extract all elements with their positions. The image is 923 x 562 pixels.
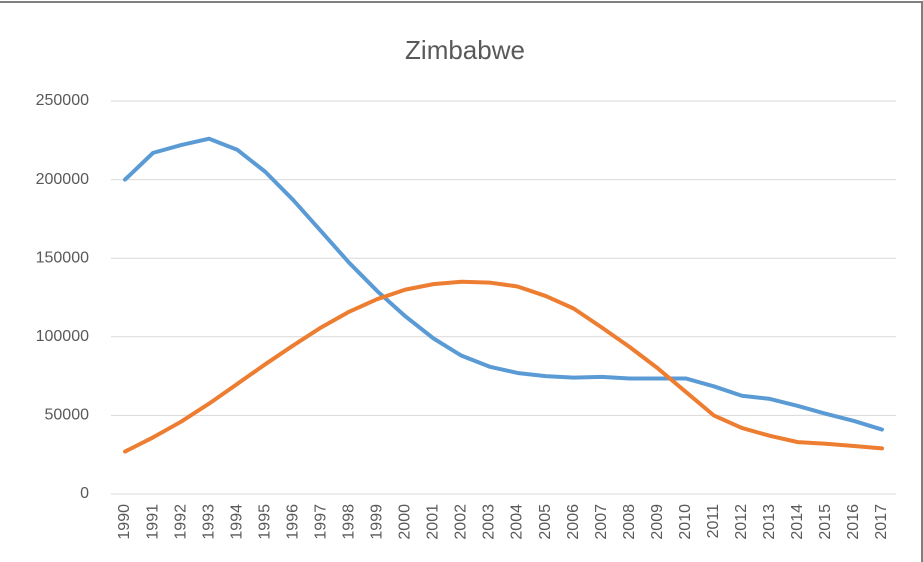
x-tick-label: 2001	[425, 504, 442, 540]
x-tick-label: 2004	[509, 504, 526, 540]
x-tick-label: 2012	[733, 504, 750, 540]
x-tick-label: 2009	[649, 504, 666, 540]
x-tick-label: 1995	[256, 504, 273, 540]
x-tick-label: 2005	[537, 504, 554, 540]
x-tick-label: 2010	[677, 504, 694, 540]
y-tick-label: 200000	[36, 171, 89, 188]
x-tick-label: 1994	[228, 504, 245, 540]
line-series	[123, 136, 884, 432]
x-tick-label: 2002	[453, 504, 470, 540]
x-tick-label: 1990	[116, 504, 133, 540]
y-tick-label: 0	[80, 485, 89, 502]
x-tick-label: 2007	[593, 504, 610, 540]
y-tick-label: 150000	[36, 249, 89, 266]
x-tick-label: 1996	[284, 504, 301, 540]
x-tick-label: 2003	[481, 504, 498, 540]
x-tick-label: 2015	[817, 504, 834, 540]
x-tick-label: 2016	[845, 504, 862, 540]
x-tick-label: 2017	[873, 504, 890, 540]
y-tick-label: 50000	[45, 407, 90, 424]
x-tick-label: 2014	[789, 504, 806, 540]
x-tick-label: 1992	[172, 504, 189, 540]
x-tick-label: 1999	[369, 504, 386, 540]
x-tick-label: 2011	[705, 504, 722, 539]
x-tick-label: 2000	[397, 504, 414, 540]
x-tick-label: 1993	[200, 504, 217, 540]
x-tick-label: 2006	[565, 504, 582, 540]
y-tick-label: 100000	[36, 328, 89, 345]
y-tick-label: 250000	[36, 92, 89, 109]
x-tick-label: 2008	[621, 504, 638, 540]
x-tick-label: 1998	[341, 504, 358, 540]
x-tick-label: 2013	[761, 504, 778, 540]
line-series	[123, 279, 884, 454]
chart-title: Zimbabwe	[405, 35, 525, 65]
x-tick-label: 1997	[312, 504, 329, 540]
x-tick-label: 1991	[144, 504, 161, 540]
